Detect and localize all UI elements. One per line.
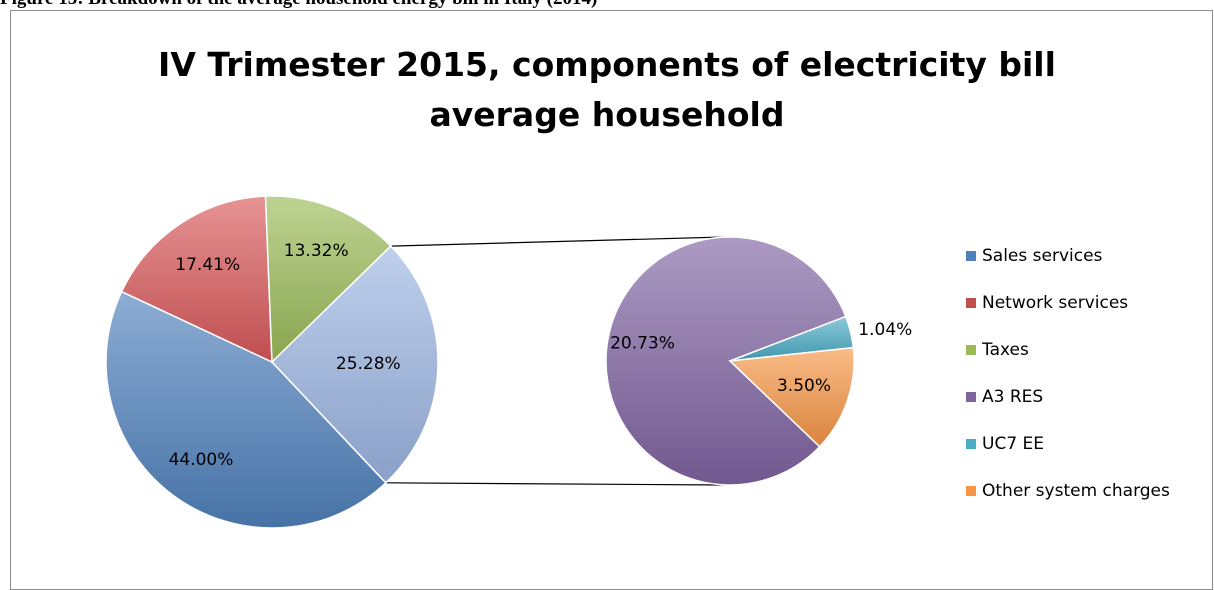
data-label-taxes: 13.32%	[284, 241, 349, 261]
legend-item-a3-res: A3 RES	[966, 373, 1170, 420]
connector-line-bottom	[385, 482, 725, 486]
data-label-uc7-ee: 1.04%	[858, 320, 912, 340]
legend-swatch-a3-res	[966, 391, 976, 402]
chart-title-line-2: average household	[429, 95, 785, 134]
legend: Sales services Network services Taxes A3 RE…	[966, 232, 1170, 514]
data-label-other-system-charges: 3.50%	[777, 376, 831, 396]
data-label-sales-services: 44.00%	[169, 450, 234, 470]
legend-label: Sales services	[982, 245, 1103, 266]
connector-line-top	[390, 236, 725, 247]
legend-item-network-services: Network services	[966, 279, 1170, 326]
legend-item-uc7-ee: UC7 EE	[966, 420, 1170, 467]
legend-swatch-sales-services	[966, 250, 976, 261]
data-label-network-services: 17.41%	[175, 255, 240, 275]
legend-swatch-uc7-ee	[966, 438, 976, 449]
legend-label: Other system charges	[982, 480, 1170, 501]
data-label-a3-res: 20.73%	[610, 333, 675, 353]
legend-item-other-system-charges: Other system charges	[966, 467, 1170, 514]
legend-label: A3 RES	[982, 386, 1044, 407]
connector-lines	[385, 236, 725, 486]
pie-of-pie-chart: 44.00% 17.41% 13.32% 25.28% 20.73% 1.04% 3.50%	[105, 195, 913, 529]
legend-item-taxes: Taxes	[966, 326, 1170, 373]
secondary-slice-a3-res	[605, 236, 847, 486]
legend-label: Taxes	[982, 339, 1029, 360]
main-slice-sales-services	[105, 290, 387, 529]
chart-title: IV Trimester 2015, components of electri…	[0, 40, 1214, 140]
figure-caption: Figure 15: Breakdown of the average hous…	[0, 0, 597, 10]
main-slice-taxes	[264, 195, 392, 364]
legend-swatch-network-services	[966, 297, 976, 308]
legend-label: Network services	[982, 292, 1129, 313]
data-label-system-charges-split: 25.28%	[336, 354, 401, 374]
secondary-slice-other-system-charges	[728, 346, 855, 448]
legend-swatch-taxes	[966, 344, 976, 355]
main-slice-system-charges-split	[270, 244, 439, 484]
legend-label: UC7 EE	[982, 433, 1045, 454]
secondary-pie	[605, 236, 855, 486]
legend-item-sales-services: Sales services	[966, 232, 1170, 279]
main-slice-network-services	[120, 195, 273, 364]
main-pie	[105, 195, 439, 529]
chart-title-line-1: IV Trimester 2015, components of electri…	[158, 45, 1056, 84]
data-labels: 44.00% 17.41% 13.32% 25.28% 20.73% 1.04% 3.50%	[169, 241, 913, 470]
legend-swatch-other-system-charges	[966, 485, 976, 496]
